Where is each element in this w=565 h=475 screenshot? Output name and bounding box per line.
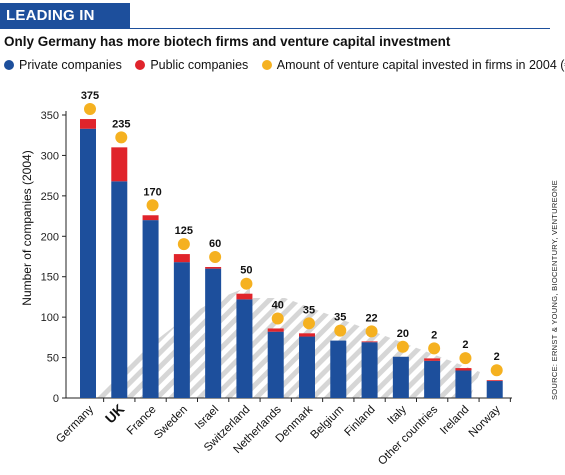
vc-value-label: 60	[209, 238, 221, 250]
x-category-label: UK	[102, 401, 128, 427]
vc-dot	[334, 324, 347, 337]
bar-public	[80, 119, 96, 129]
y-tick-label: 300	[41, 150, 59, 162]
chart-subtitle: Only Germany has more biotech firms and …	[4, 34, 451, 49]
y-tick-label: 0	[53, 393, 59, 405]
x-category-label: Sweden	[152, 404, 190, 442]
x-category-label: Norway	[467, 403, 503, 439]
x-category-label: Germany	[54, 403, 96, 445]
legend-item-vc: Amount of venture capital invested in fi…	[261, 58, 565, 72]
legend-item-public: Public companies	[135, 58, 248, 72]
bar-private	[142, 220, 159, 398]
vc-dot	[459, 352, 472, 365]
vc-dot	[115, 131, 128, 144]
y-tick-label: 100	[41, 312, 59, 324]
vc-dot	[146, 199, 159, 212]
x-category-label: Israel	[193, 404, 221, 432]
bar-public	[142, 215, 159, 221]
legend-item-private: Private companies	[4, 58, 122, 72]
bar-private	[392, 356, 409, 398]
bar-private	[111, 181, 128, 398]
vc-dot	[428, 342, 441, 355]
y-axis-label: Number of companies (2004)	[20, 150, 34, 305]
y-tick-label: 200	[41, 231, 59, 243]
legend-swatch-vc	[261, 60, 272, 70]
banner-rule	[130, 28, 550, 29]
vc-value-label: 20	[397, 328, 409, 340]
y-tick-label: 350	[41, 110, 59, 122]
vc-value-label: 375	[81, 90, 99, 102]
y-tick-label: 50	[47, 353, 59, 365]
vc-dot	[303, 317, 315, 330]
bar-private	[205, 268, 222, 398]
vc-dot	[177, 238, 190, 251]
bar-private	[455, 370, 472, 398]
vc-dot	[396, 340, 409, 353]
bar-public	[424, 358, 441, 361]
x-category-label: Belgium	[309, 404, 347, 442]
x-category-label: Other countries	[376, 403, 440, 467]
x-category-label: Finland	[343, 404, 378, 439]
bar-public	[111, 147, 128, 182]
vc-value-label: 2	[494, 351, 500, 363]
bar-private	[299, 336, 315, 398]
vc-dot	[84, 103, 96, 116]
bar-private	[173, 262, 190, 398]
bar-public	[236, 293, 253, 300]
bar-public	[173, 254, 190, 263]
vc-value-label: 2	[431, 329, 437, 341]
x-category-label: Italy	[386, 403, 410, 427]
vc-value-label: 125	[175, 225, 193, 237]
bar-private	[236, 299, 253, 398]
bar-public	[299, 333, 315, 337]
bar-private	[424, 360, 441, 398]
bar-private	[80, 128, 96, 398]
source-note: SOURCE: ERNST & YOUNG, BIOCENTURY, VENTU…	[550, 179, 559, 400]
vc-value-label: 35	[303, 304, 315, 316]
bar-public	[267, 328, 284, 332]
legend: Private companies Public companies Amoun…	[4, 58, 565, 73]
y-tick-label: 250	[41, 191, 59, 203]
legend-label-private: Private companies	[19, 58, 122, 72]
vc-value-label: 40	[272, 299, 284, 311]
vc-value-label: 50	[240, 265, 252, 277]
vc-value-label: 170	[143, 186, 161, 198]
bar-private	[267, 331, 284, 398]
legend-swatch-private	[4, 60, 14, 70]
vc-dot	[240, 277, 253, 290]
vc-value-label: 2	[462, 339, 468, 351]
vc-dot	[271, 312, 284, 325]
bar-private	[486, 381, 503, 398]
vc-value-label: 35	[334, 312, 346, 324]
chart-banner-title: LEADING IN EUROPE	[0, 3, 130, 50]
bar-private	[330, 340, 347, 398]
y-tick-label: 150	[41, 272, 59, 284]
legend-label-vc: Amount of venture capital invested in fi…	[276, 58, 565, 72]
vc-dot	[209, 251, 222, 264]
legend-label-public: Public companies	[150, 58, 249, 72]
legend-swatch-public	[135, 60, 146, 70]
decorative-hatched-arrow	[95, 286, 480, 398]
vc-dot	[365, 325, 378, 338]
bar-public	[486, 380, 503, 382]
bar-private	[361, 342, 378, 398]
bar-public	[455, 368, 472, 371]
bar-public	[205, 267, 222, 269]
vc-value-label: 22	[365, 312, 377, 324]
bar-public	[361, 341, 378, 343]
vc-dot	[490, 364, 503, 377]
vc-value-label: 235	[112, 118, 130, 130]
